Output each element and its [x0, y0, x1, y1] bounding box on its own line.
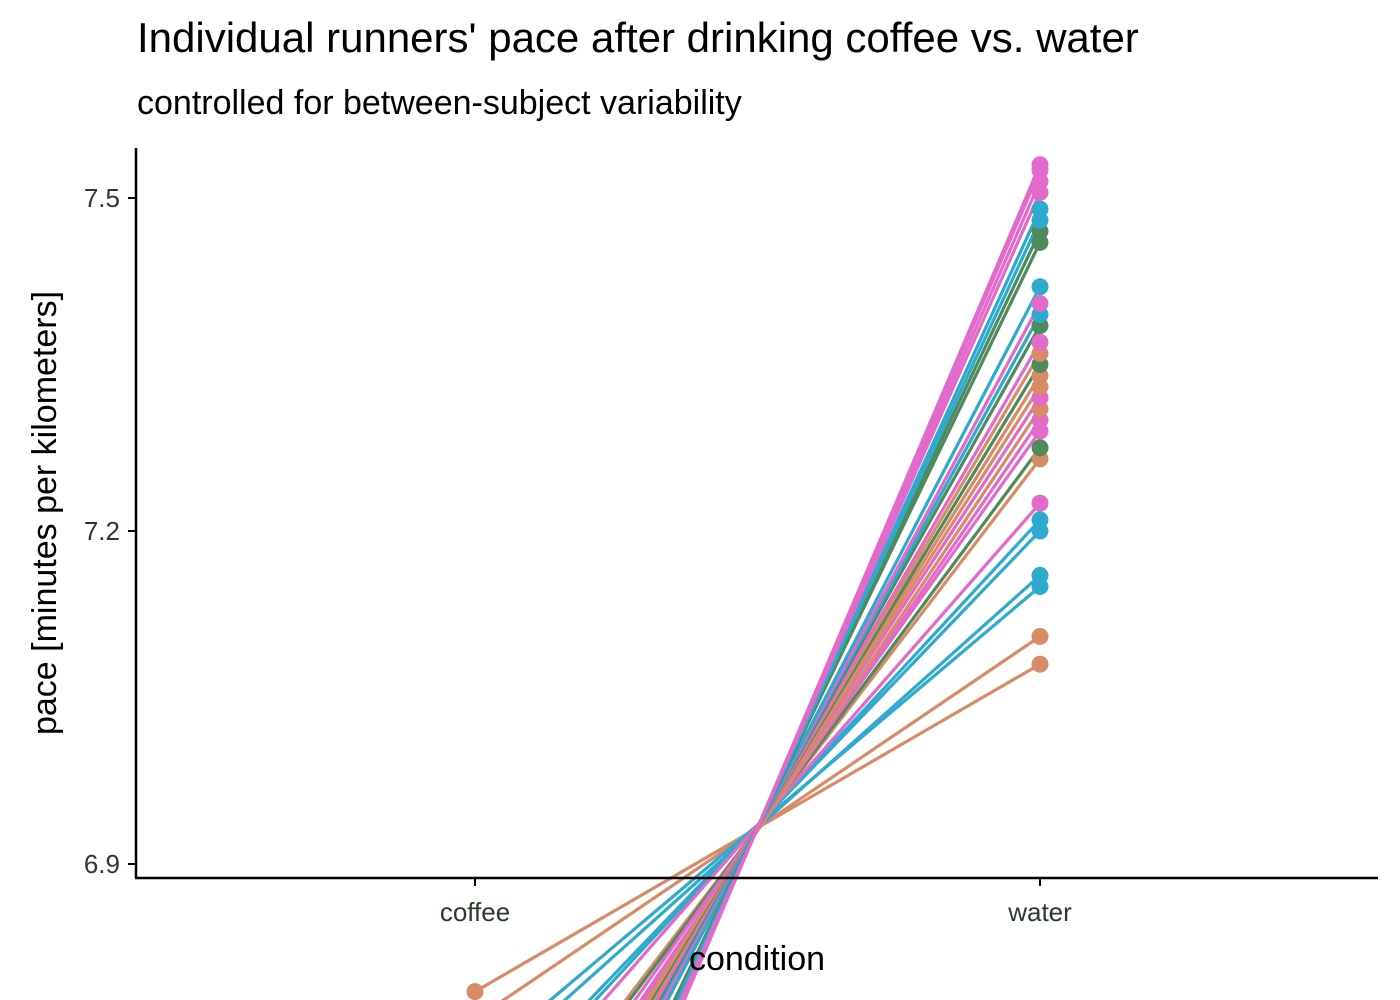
runner-line-19 — [658, 324, 1042, 1000]
runner-point-6-water — [1031, 511, 1049, 529]
runner-point-22-water — [1031, 278, 1049, 296]
runner-point-21-water — [1031, 294, 1049, 312]
y-axis-ticks: 6.36.66.97.27.5 — [84, 183, 136, 879]
y-axis-title: pace [minutes per kilometers] — [26, 291, 64, 735]
runner-point-4-water — [1031, 566, 1049, 584]
x-axis-title: condition — [689, 940, 825, 978]
chart-title: Individual runners' pace after drinking … — [137, 14, 1139, 61]
runner-point-18-water — [1031, 333, 1049, 351]
series-points — [466, 156, 1049, 1000]
runner-line-4 — [562, 573, 1042, 1000]
runner-point-7-water — [1031, 494, 1049, 512]
runner-line-24 — [674, 229, 1042, 1000]
x-axis-ticks: coffee water — [440, 878, 1072, 927]
y-tick-label: 7.2 — [84, 516, 120, 546]
runner-line-11 — [639, 418, 1042, 1000]
runner-line-26 — [677, 207, 1042, 1000]
runner-line-18 — [655, 340, 1042, 1000]
runner-point-30-water — [1031, 156, 1049, 174]
runner-point-1-water — [1031, 655, 1049, 673]
x-tick-label-coffee: coffee — [440, 897, 510, 927]
y-tick-label: 7.5 — [84, 183, 120, 213]
runner-line-9 — [627, 446, 1042, 1000]
runner-point-1-coffee — [466, 983, 484, 1000]
runner-line-7 — [601, 501, 1042, 1000]
runner-line-3 — [548, 584, 1042, 1000]
runner-point-2-water — [1031, 627, 1049, 645]
chart-subtitle: controlled for between-subject variabili… — [137, 84, 742, 122]
runner-point-26-water — [1031, 200, 1049, 218]
runner-point-9-water — [1031, 439, 1049, 457]
x-tick-label-water: water — [1007, 897, 1072, 927]
runner-line-6 — [593, 518, 1042, 1000]
runner-line-30 — [682, 163, 1042, 1000]
runner-line-8 — [623, 457, 1042, 1000]
runner-line-29 — [681, 168, 1042, 1000]
series-lines — [473, 163, 1042, 1000]
y-tick-label: 6.9 — [84, 849, 120, 879]
